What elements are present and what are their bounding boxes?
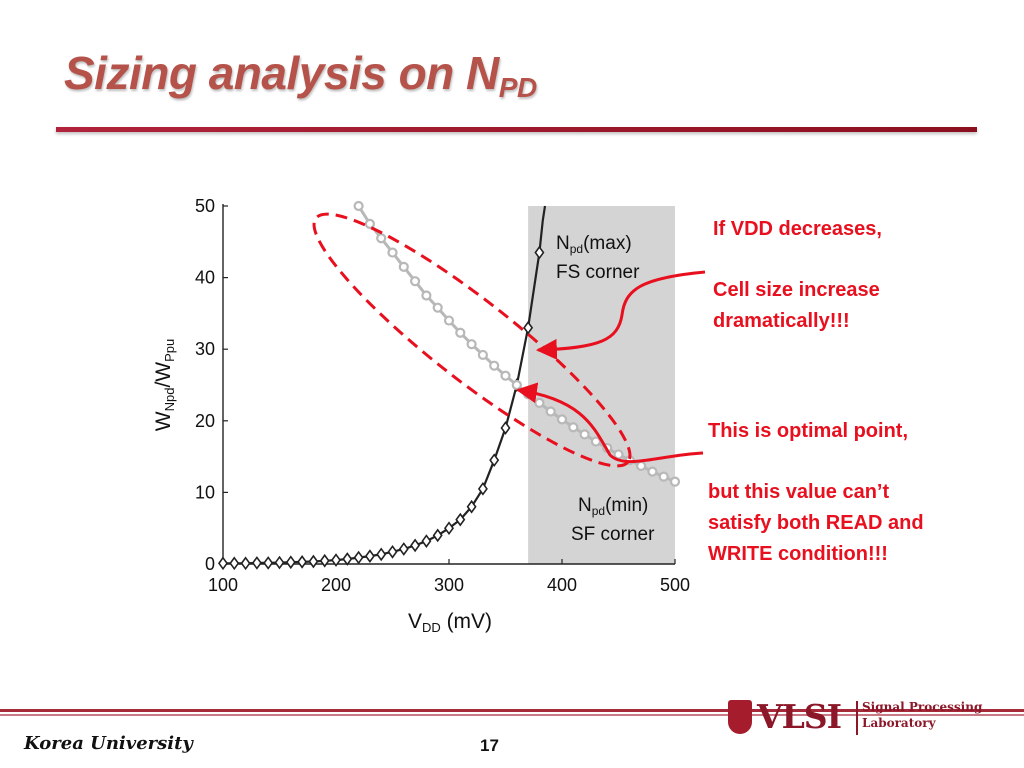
diamond-point bbox=[218, 556, 228, 571]
diamond-point bbox=[466, 499, 477, 514]
x-tick-label: 100 bbox=[208, 575, 238, 595]
diamond-point bbox=[342, 552, 353, 566]
diamond-point bbox=[308, 554, 319, 569]
diamond-point bbox=[455, 512, 466, 527]
circle-point bbox=[364, 218, 375, 229]
x-tick-label: 400 bbox=[547, 575, 577, 595]
y-tick-label: 30 bbox=[195, 339, 215, 359]
series-label-max: Npd(max) bbox=[556, 233, 632, 256]
shaded-region bbox=[528, 206, 675, 564]
circle-point bbox=[500, 370, 511, 381]
diamond-point bbox=[251, 556, 262, 570]
circle-point bbox=[534, 397, 545, 408]
lab-logo: VLSI Signal Processing Laboratory bbox=[728, 697, 990, 741]
university-emblem-icon bbox=[728, 700, 752, 734]
annotation-vdd-decrease: If VDD decreases, Cell size increase dra… bbox=[713, 218, 882, 332]
arrow-to-max-curve bbox=[535, 270, 706, 360]
circle-point bbox=[455, 327, 466, 338]
circle-point bbox=[376, 233, 387, 244]
diamond-point bbox=[489, 453, 500, 468]
title-underline bbox=[56, 127, 977, 132]
arrow-to-optimal-point bbox=[515, 382, 704, 464]
x-tick-label: 500 bbox=[660, 575, 690, 595]
circle-point bbox=[579, 429, 590, 440]
diamond-point bbox=[376, 547, 387, 562]
y-tick-label: 40 bbox=[195, 268, 215, 288]
circle-point bbox=[590, 436, 602, 447]
diamond-point bbox=[500, 421, 511, 435]
annotation-optimal-point: This is optimal point, but this value ca… bbox=[708, 420, 924, 565]
diamond-point bbox=[398, 542, 409, 556]
y-tick-label: 20 bbox=[195, 411, 215, 431]
diamond-point bbox=[263, 556, 274, 570]
diamond-point bbox=[387, 544, 398, 559]
circle-point bbox=[556, 414, 568, 425]
diamond-point bbox=[319, 553, 330, 568]
diamond-point bbox=[297, 554, 308, 569]
title-subscript: PD bbox=[498, 72, 537, 103]
circle-point bbox=[410, 276, 421, 287]
diamond-point bbox=[523, 320, 534, 335]
x-axis-label: VDD (mV) bbox=[408, 610, 492, 635]
slide-title: Sizing analysis on NPD bbox=[64, 46, 537, 104]
circle-point bbox=[489, 360, 500, 371]
diamond-point bbox=[364, 549, 375, 563]
diamond-point bbox=[444, 521, 454, 536]
diamond-point bbox=[229, 556, 240, 571]
diamond-point bbox=[534, 245, 545, 260]
y-tick-label: 10 bbox=[195, 482, 215, 502]
y-tick-label: 0 bbox=[205, 554, 215, 574]
circle-point bbox=[511, 379, 522, 391]
diamond-point bbox=[274, 555, 285, 570]
circle-point bbox=[635, 460, 647, 472]
logo-divider bbox=[856, 701, 858, 735]
circle-point bbox=[398, 261, 409, 272]
diamond-point bbox=[331, 553, 341, 567]
circle-point bbox=[568, 422, 579, 433]
series-label-max-corner: FS corner bbox=[556, 262, 640, 283]
footer-rule-secondary bbox=[0, 714, 1024, 716]
circle-point bbox=[466, 339, 477, 350]
series-line-max bbox=[223, 205, 547, 565]
title-main: Sizing analysis on N bbox=[64, 47, 499, 99]
diamond-point bbox=[353, 550, 364, 565]
circle-point bbox=[647, 466, 658, 477]
y-tick-label: 50 bbox=[195, 196, 215, 216]
circle-point bbox=[387, 247, 398, 258]
circle-point bbox=[353, 200, 364, 212]
logo-brand: VLSI bbox=[757, 697, 842, 736]
circle-point bbox=[658, 471, 669, 482]
logo-line1: Signal Processing bbox=[862, 700, 983, 714]
circle-point bbox=[669, 476, 681, 487]
footer-rule bbox=[0, 709, 1024, 712]
diamond-point bbox=[477, 481, 488, 496]
diamond-point bbox=[240, 556, 251, 571]
diamond-point bbox=[285, 555, 296, 570]
circle-point bbox=[477, 349, 488, 361]
logo-line2: Laboratory bbox=[862, 716, 936, 730]
diamond-point bbox=[421, 534, 432, 548]
diamond-point bbox=[432, 528, 443, 543]
diamond-point bbox=[410, 538, 421, 553]
x-tick-label: 300 bbox=[434, 575, 464, 595]
circle-point bbox=[443, 315, 455, 326]
circle-point bbox=[545, 406, 556, 417]
series-label-min-corner: SF corner bbox=[571, 524, 655, 545]
footer-university: Korea University bbox=[24, 733, 193, 754]
circle-point bbox=[432, 302, 443, 313]
x-tick-label: 200 bbox=[321, 575, 351, 595]
y-axis-label: WNpd/WPpu bbox=[152, 339, 177, 431]
series-label-min: Npd(min) bbox=[578, 495, 648, 518]
page-number: 17 bbox=[480, 736, 499, 755]
circle-point bbox=[421, 290, 432, 301]
